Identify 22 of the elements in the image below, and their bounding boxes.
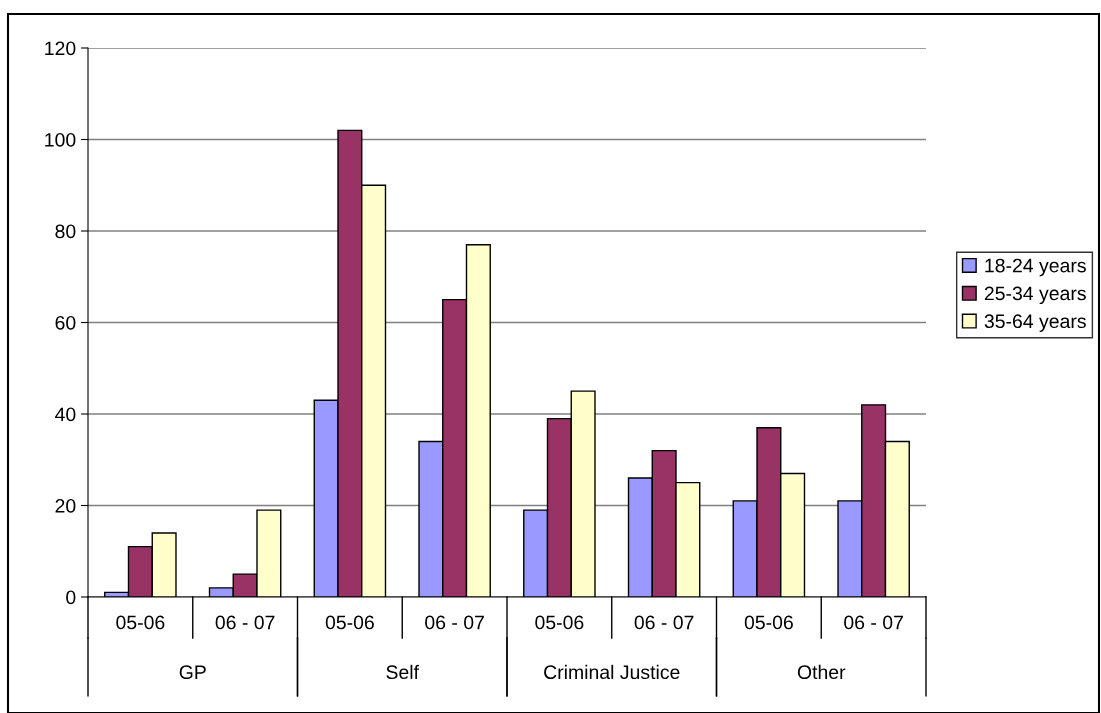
y-tick-label: 0 — [66, 590, 76, 605]
y-tick-label: 100 — [45, 132, 76, 147]
y-tick-label: 20 — [55, 498, 76, 513]
legend-label: 25-34 years — [984, 286, 1086, 305]
text: Criminal Justice — [544, 664, 680, 680]
y-tick-label: 60 — [55, 315, 76, 330]
x-tick-label: 05-06 — [325, 615, 374, 630]
y-tick-label: 120 — [45, 41, 76, 56]
x-tick-label: 06 - 07 — [634, 615, 694, 630]
text: Other — [797, 664, 846, 680]
y-tick-label: 40 — [55, 407, 76, 422]
text: GP — [179, 665, 206, 680]
legend-label: 35-64 years — [984, 314, 1086, 332]
x-tick-label: 05-06 — [535, 615, 584, 630]
x-tick-label: 05-06 — [744, 615, 793, 630]
x-tick-label: 06 - 07 — [215, 615, 275, 630]
x-tick-label: 06 - 07 — [844, 615, 903, 630]
legend-label: 18-24 years — [985, 258, 1086, 277]
text: Self — [386, 664, 420, 680]
x-tick-label: 05-06 — [116, 615, 165, 630]
y-tick-label: 80 — [55, 224, 76, 239]
x-tick-label: 06 - 07 — [425, 615, 484, 630]
